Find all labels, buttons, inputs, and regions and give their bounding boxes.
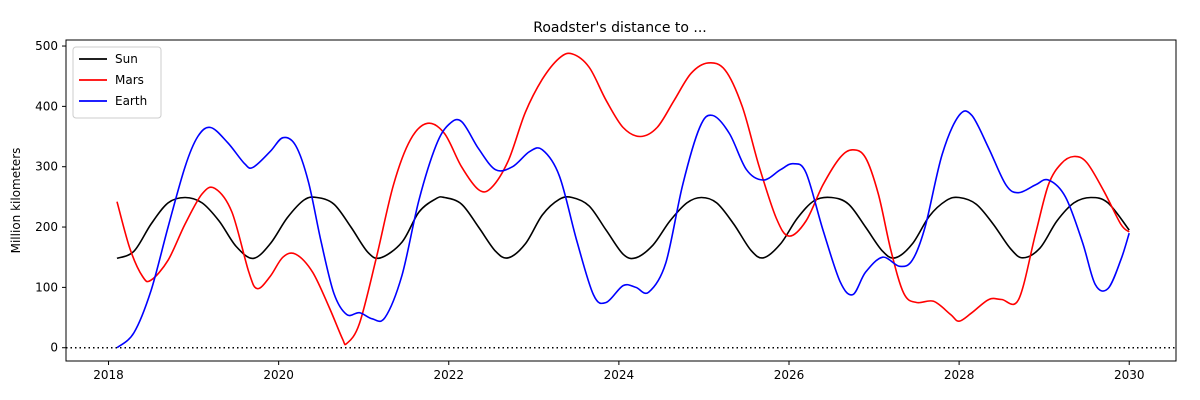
series-line-earth xyxy=(116,110,1130,349)
y-axis-label: Million kilometers xyxy=(9,148,23,254)
plot-lines xyxy=(116,52,1130,349)
x-axis-ticks: 2018 2020 2022 2024 2026 2028 2030 xyxy=(93,361,1144,382)
x-tick-label: 2030 xyxy=(1114,368,1145,382)
legend-label-earth: Earth xyxy=(115,94,147,108)
plot-frame xyxy=(65,39,1177,362)
series-line-sun xyxy=(116,196,1130,260)
y-axis-ticks: 0 100 200 300 400 500 xyxy=(35,39,66,355)
series-line-mars xyxy=(116,52,1130,346)
legend-label-mars: Mars xyxy=(115,73,144,87)
x-tick-label: 2018 xyxy=(93,368,124,382)
x-tick-label: 2028 xyxy=(944,368,975,382)
x-tick-label: 2024 xyxy=(604,368,635,382)
x-tick-label: 2020 xyxy=(263,368,294,382)
y-tick-label: 0 xyxy=(50,341,58,355)
chart-title: Roadster's distance to ... xyxy=(533,20,707,36)
x-tick-label: 2026 xyxy=(774,368,805,382)
y-tick-label: 400 xyxy=(35,99,58,113)
y-tick-label: 200 xyxy=(35,220,58,234)
legend-label-sun: Sun xyxy=(115,52,138,66)
x-tick-label: 2022 xyxy=(433,368,464,382)
y-tick-label: 100 xyxy=(35,280,58,294)
y-tick-label: 300 xyxy=(35,160,58,174)
y-tick-label: 500 xyxy=(35,39,58,53)
legend: Sun Mars Earth xyxy=(72,46,162,119)
